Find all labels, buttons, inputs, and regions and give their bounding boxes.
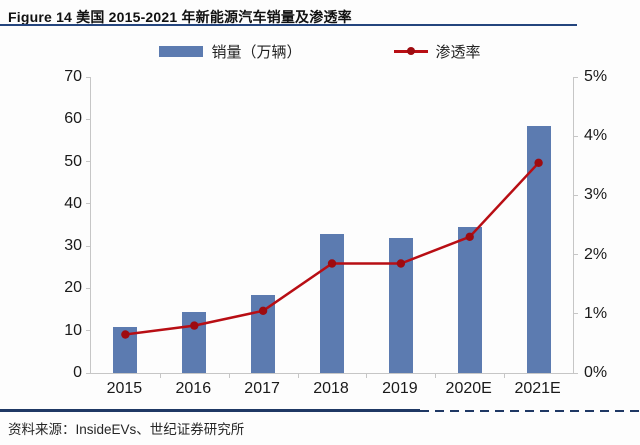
left-axis-labels: 0 10 20 30 40 50 60 70 [38,68,82,381]
penetration-dot-2021E [534,158,543,167]
left-axis-tick [86,245,91,247]
left-axis-tick [86,287,91,289]
right-axis-tick [573,76,578,78]
sales-bar-swatch-icon [159,45,204,57]
penetration-line-swatch-icon [393,46,428,57]
left-axis-tick-label: 10 [64,321,82,339]
penetration-dot-2019 [396,259,406,268]
right-axis-tick [573,135,578,137]
penetration-dot-2016 [190,321,199,330]
bar-2020E [457,227,482,373]
right-axis-tick-label: 1% [584,304,608,322]
penetration-dot-2017 [258,306,268,315]
left-axis-tick-label: 60 [64,110,82,128]
right-axis-tick [573,254,578,256]
x-axis-tick [366,374,368,378]
x-axis-labels: 2015 2016 2017 2018 2019 2020E 2021E [90,380,572,400]
right-axis-tick-label: 4% [584,127,608,145]
penetration-dot-2015 [121,330,130,339]
x-axis-label-2018: 2018 [313,380,349,397]
footer-rule [0,409,640,412]
legend-item-sales: 销量（万辆） [159,41,302,62]
penetration-line-layer [121,158,543,339]
left-axis-tick [86,203,91,205]
right-axis-tick [573,194,578,196]
right-axis-tick-label: 5% [584,68,608,85]
x-axis-label-2017: 2017 [244,380,280,397]
x-axis-tick [435,374,437,378]
right-axis-tick-label: 0% [584,364,608,381]
legend-sales-label: 销量（万辆） [211,43,302,61]
source-text: 资料来源：InsideEVs、世纪证券研究所 [8,422,245,437]
x-axis-label-2021E: 2021E [514,380,561,397]
left-axis-tick-label: 20 [64,279,82,297]
right-axis-tick-label: 2% [584,245,608,263]
x-axis-tick [297,374,299,378]
left-axis-tick [86,118,91,120]
left-axis-tick-label: 40 [64,194,82,212]
right-axis-tick [573,313,578,315]
left-axis-tick-label: 30 [64,237,82,255]
penetration-line [125,161,540,336]
penetration-dot-2018 [327,259,337,268]
x-axis-tick [159,374,161,378]
left-axis-tick [86,330,91,332]
x-axis-label-2016: 2016 [175,380,212,397]
plot-area [86,76,578,378]
x-axis-label-2020E: 2020E [445,380,492,397]
x-axis-label-2015: 2015 [106,380,143,397]
left-axis-tick [86,372,91,374]
left-axis-tick [86,161,91,163]
title-underline [0,24,577,26]
x-axis-tick [504,374,506,378]
legend: 销量（万辆） 渗透率 [0,40,640,62]
left-axis-tick-label: 0 [73,364,82,381]
figure-title: Figure 14 美国 2015-2021 年新能源汽车销量及渗透率 [8,9,352,25]
legend-penetration-label: 渗透率 [435,43,481,61]
right-axis-labels: 0% 1% 2% 3% 4% 5% [584,68,634,381]
left-axis-tick-label: 50 [64,152,82,170]
bar-2018 [320,233,344,373]
left-axis-tick-label: 70 [64,68,82,85]
right-axis-tick-label: 3% [584,186,608,204]
penetration-dot-2020E [465,232,474,241]
left-axis-tick [86,76,91,78]
legend-item-penetration: 渗透率 [393,41,481,62]
right-axis-tick [573,372,578,374]
x-axis-tick [228,374,230,378]
x-axis-label-2019: 2019 [382,380,418,397]
